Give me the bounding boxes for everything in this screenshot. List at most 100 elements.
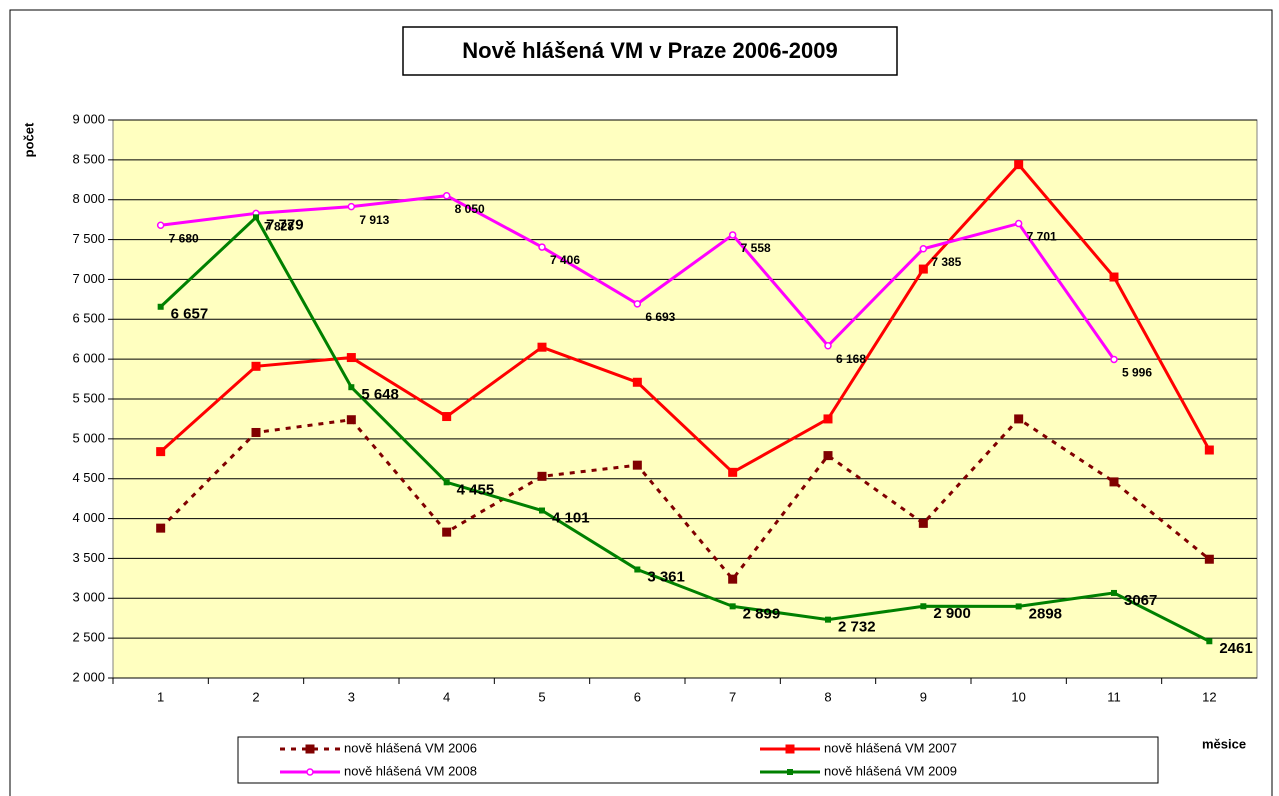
marker: [251, 427, 261, 437]
x-tick-label: 6: [634, 689, 641, 704]
marker: [823, 414, 833, 424]
marker: [632, 460, 642, 470]
marker: [156, 523, 166, 533]
data-label: 5 996: [1122, 366, 1152, 380]
marker: [1015, 603, 1022, 610]
legend-marker: [306, 768, 314, 776]
data-label: 3067: [1124, 592, 1157, 609]
x-tick-label: 3: [348, 689, 355, 704]
marker: [539, 507, 545, 514]
marker: [634, 566, 641, 573]
data-label: 7 385: [931, 255, 961, 269]
legend-label: nově hlášená VM 2006: [344, 740, 477, 755]
legend-box: [237, 736, 1159, 784]
data-label: 2 732: [838, 619, 876, 636]
marker: [1014, 414, 1024, 424]
y-axis-label: počet: [21, 122, 36, 157]
marker: [919, 244, 928, 253]
data-label: 8 050: [455, 202, 485, 216]
marker: [633, 300, 642, 308]
marker: [348, 384, 355, 391]
marker: [442, 191, 451, 200]
marker: [1204, 554, 1214, 564]
title-box: [402, 26, 898, 76]
data-label: 4 101: [552, 509, 590, 526]
data-label: 3 361: [647, 568, 685, 585]
x-tick-label: 11: [1107, 689, 1121, 704]
y-tick-label: 8 000: [72, 191, 105, 206]
marker: [253, 214, 259, 221]
legend-marker: [785, 744, 795, 754]
marker: [1014, 160, 1024, 170]
marker: [1111, 589, 1117, 596]
marker: [346, 353, 356, 363]
chart-title: Nově hlášená VM v Praze 2006-2009: [462, 38, 837, 63]
marker: [920, 603, 927, 610]
x-tick-label: 9: [920, 689, 927, 704]
marker: [537, 471, 547, 481]
data-label: 7 779: [266, 216, 304, 233]
y-tick-label: 8 500: [72, 151, 105, 166]
marker: [538, 243, 546, 251]
marker: [442, 527, 452, 537]
marker: [156, 221, 165, 229]
marker: [1206, 638, 1213, 645]
data-label: 2 900: [933, 605, 971, 622]
x-tick-label: 8: [824, 689, 831, 704]
x-axis-label: měsice: [1202, 736, 1246, 751]
data-label: 7 680: [169, 231, 199, 245]
y-tick-label: 7 000: [72, 271, 105, 286]
data-label: 6 168: [836, 352, 866, 366]
y-tick-label: 2 500: [72, 630, 105, 645]
y-tick-label: 4 500: [72, 470, 105, 485]
data-label: 4 455: [457, 481, 495, 498]
marker: [1109, 477, 1119, 487]
data-label: 7 913: [359, 213, 389, 227]
y-tick-label: 6 000: [72, 351, 105, 366]
marker: [918, 264, 928, 274]
marker: [728, 467, 738, 477]
legend-label: nově hlášená VM 2007: [824, 740, 957, 755]
marker: [1204, 445, 1214, 455]
marker: [347, 202, 356, 211]
legend-label: nově hlášená VM 2009: [824, 763, 957, 778]
data-label: 2 899: [743, 605, 781, 622]
data-label: 7 406: [550, 253, 580, 267]
data-label: 5 648: [361, 386, 399, 403]
marker: [918, 518, 928, 528]
marker: [824, 342, 832, 350]
marker: [729, 603, 736, 610]
data-label: 2461: [1219, 640, 1252, 657]
data-label: 7 558: [741, 241, 771, 255]
y-tick-label: 6 500: [72, 311, 105, 326]
series-line: [159, 416, 1211, 582]
marker: [157, 303, 164, 310]
y-tick-label: 5 000: [72, 430, 105, 445]
data-label: 2898: [1029, 605, 1062, 622]
legend-marker: [305, 744, 315, 754]
y-tick-label: 2 000: [72, 669, 105, 684]
data-label: 7 828: [264, 220, 294, 234]
marker: [728, 231, 737, 239]
x-tick-label: 4: [443, 689, 450, 704]
y-tick-label: 4 000: [72, 510, 105, 525]
data-label: 6 657: [171, 306, 209, 323]
marker: [346, 415, 356, 425]
legend-marker: [787, 769, 793, 775]
marker: [251, 361, 261, 371]
marker: [632, 377, 642, 387]
marker: [823, 451, 833, 461]
x-tick-label: 2: [252, 689, 259, 704]
marker: [1109, 272, 1119, 282]
y-tick-label: 3 000: [72, 590, 105, 605]
y-tick-label: 9 000: [72, 111, 105, 126]
marker: [442, 412, 452, 422]
marker: [1110, 355, 1118, 364]
legend-label: nově hlášená VM 2008: [344, 763, 477, 778]
marker: [1014, 219, 1023, 228]
y-tick-label: 5 500: [72, 390, 105, 405]
marker: [537, 342, 547, 352]
marker: [156, 447, 166, 457]
x-tick-label: 12: [1202, 689, 1216, 704]
